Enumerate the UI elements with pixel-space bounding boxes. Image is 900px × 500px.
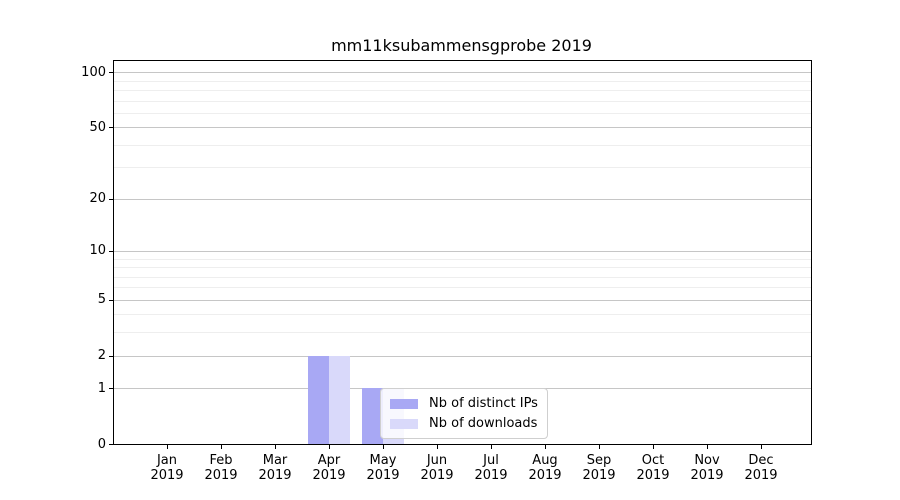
x-tick-label: Nov 2019: [690, 453, 724, 483]
gridline-minor: [114, 112, 811, 114]
x-tick-mark: [167, 445, 168, 449]
y-tick-label: 0: [97, 436, 106, 452]
x-tick-mark: [221, 445, 222, 449]
gridline-minor: [114, 167, 811, 169]
gridline-minor: [114, 89, 811, 91]
y-tick-label: 1: [97, 380, 106, 396]
bar-downloads: [329, 355, 350, 444]
x-tick-mark: [599, 445, 600, 449]
gridline-minor: [114, 332, 811, 334]
legend-swatch-distinct-ips: [390, 398, 418, 409]
bar-distinct-ips: [362, 388, 383, 444]
x-tick-label: Mar 2019: [258, 453, 292, 483]
x-tick-label: Jun 2019: [420, 453, 454, 483]
x-tick-label: Feb 2019: [204, 453, 238, 483]
gridline-minor: [114, 144, 811, 146]
y-tick-label: 50: [89, 119, 106, 135]
y-tick-mark: [109, 355, 113, 357]
gridline-major: [114, 127, 811, 129]
gridline-minor: [114, 100, 811, 102]
x-tick-mark: [761, 445, 762, 449]
x-tick-label: Jul 2019: [474, 453, 508, 483]
y-tick-label: 2: [97, 348, 106, 363]
y-tick-mark: [109, 388, 113, 390]
y-tick-mark: [109, 444, 113, 445]
x-tick-mark: [707, 445, 708, 449]
legend-label-downloads: Nb of downloads: [429, 416, 538, 431]
x-tick-label: Dec 2019: [744, 453, 778, 483]
gridline-minor: [114, 314, 811, 316]
legend-swatch-downloads: [390, 418, 418, 429]
gridline-major: [114, 355, 811, 357]
gridline-minor: [114, 287, 811, 289]
x-tick-label: Oct 2019: [636, 453, 670, 483]
y-tick-mark: [109, 198, 113, 200]
gridline-minor: [114, 276, 811, 278]
y-tick-mark: [109, 299, 113, 301]
gridline-major: [114, 299, 811, 301]
x-tick-label: Aug 2019: [528, 453, 562, 483]
chart-title: mm11ksubammensgprobe 2019: [331, 36, 592, 55]
x-tick-label: Jan 2019: [150, 453, 184, 483]
y-tick-label: 100: [81, 64, 106, 80]
x-tick-mark: [545, 445, 546, 449]
x-tick-mark: [383, 445, 384, 449]
x-tick-mark: [329, 445, 330, 449]
gridline-minor: [114, 80, 811, 82]
y-tick-mark: [109, 250, 113, 252]
legend-row-downloads: Nb of downloads: [390, 416, 538, 431]
bar-distinct-ips: [308, 355, 329, 444]
legend-label-distinct-ips: Nb of distinct IPs: [429, 396, 538, 411]
x-tick-mark: [275, 445, 276, 449]
gridline-major: [114, 72, 811, 74]
gridline-major: [114, 198, 811, 200]
x-tick-label: May 2019: [366, 453, 400, 483]
plot-inner: 100 50 20 10 5 2 1 0 Jan 2019 Feb 2019 Mar 2019 Apr…: [81, 61, 811, 483]
y-tick-label: 20: [89, 191, 106, 207]
gridline-major: [114, 250, 811, 252]
gridline-minor: [114, 267, 811, 268]
x-tick-mark: [437, 445, 438, 449]
x-tick-mark: [491, 445, 492, 449]
y-tick-label: 5: [97, 292, 106, 308]
legend: Nb of distinct IPs Nb of downloads: [380, 388, 548, 439]
x-tick-label: Apr 2019: [312, 453, 346, 483]
x-tick-mark: [653, 445, 654, 449]
gridline-minor: [114, 258, 811, 260]
x-tick-label: Sep 2019: [582, 453, 616, 483]
plot-area: 100 50 20 10 5 2 1 0 Jan 2019 Feb 2019 Mar 2019 Apr…: [81, 60, 812, 483]
y-tick-mark: [109, 127, 113, 129]
y-tick-label: 10: [89, 243, 106, 259]
y-tick-mark: [109, 72, 113, 74]
legend-row-distinct-ips: Nb of distinct IPs: [390, 396, 538, 411]
